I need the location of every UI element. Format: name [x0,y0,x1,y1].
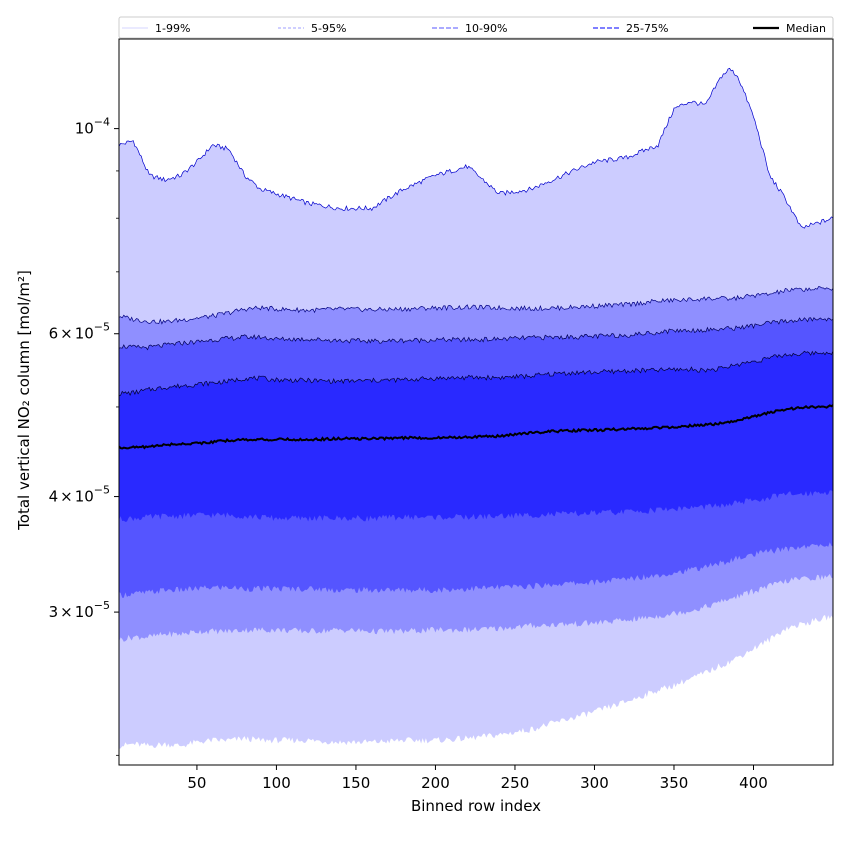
x-tick-label: 50 [187,774,206,792]
y-tick-label: 10−4 [75,116,110,138]
y-tick-times: × [60,603,73,621]
y-tick-exponent: −5 [94,321,110,334]
band-upper-line-25-75% [119,350,833,396]
y-tick-label: 3 × 10−5 [49,599,110,621]
y-tick-exponent: −4 [94,116,110,129]
y-tick-base: 10 [75,603,94,621]
x-tick-label: 150 [342,774,371,792]
y-axis-label: Total vertical NO₂ column [mol/m²] [15,270,33,531]
x-tick-label: 350 [660,774,689,792]
y-tick-mantissa: 3 [49,603,59,621]
y-tick-base: 10 [75,488,94,506]
x-axis-label: Binned row index [411,797,541,815]
y-tick-times: × [60,325,73,343]
legend-label-1-99%: 1-99% [155,22,190,35]
y-tick-exponent: −5 [94,599,110,612]
y-tick-label: 6 × 10−5 [49,321,110,343]
x-tick-label: 400 [739,774,768,792]
y-tick-exponent: −5 [94,484,110,497]
legend-box [118,16,834,39]
y-tick-times: × [60,488,73,506]
x-tick-label: 200 [421,774,450,792]
y-tick-base: 10 [75,120,94,138]
legend-label-Median: Median [786,22,826,35]
legend-label-25-75%: 25-75% [626,22,668,35]
x-tick-label: 100 [262,774,291,792]
y-axis: 3 × 10−54 × 10−56 × 10−510−4 [49,116,119,756]
band-upper-line-5-95% [119,285,833,325]
y-tick-base: 10 [75,325,94,343]
legend: 1-99% 5-95% 10-90% 25-75% Median [118,16,834,39]
x-tick-label: 300 [580,774,609,792]
x-tick-label: 250 [501,774,530,792]
y-tick-mantissa: 6 [49,325,59,343]
legend-label-5-95%: 5-95% [311,22,346,35]
legend-label-10-90%: 10-90% [465,22,507,35]
x-axis: 50 100 150 200 250 300 350 400 [187,765,768,792]
y-tick-label: 4 × 10−5 [49,484,110,506]
median-line [119,404,833,450]
band-upper-line-1-99% [119,67,833,229]
y-tick-mantissa: 4 [49,488,59,506]
plot-frame [118,38,834,766]
plot-area [119,67,833,749]
band-upper-line-10-90% [119,317,833,351]
